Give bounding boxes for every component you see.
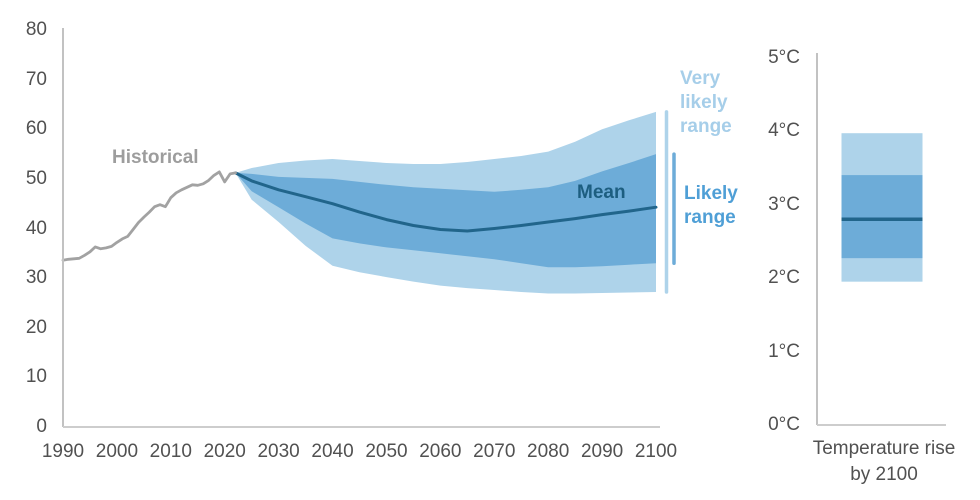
likely-range-label: Likely range bbox=[684, 183, 738, 228]
x-tick-label: 2010 bbox=[149, 441, 192, 462]
x-tick-label: 2000 bbox=[95, 441, 139, 462]
mean-projection-line bbox=[234, 171, 658, 233]
y-tick-label: 30 bbox=[25, 267, 47, 289]
mean-label: Mean bbox=[577, 182, 626, 203]
very-likely-range-label: Very likely range bbox=[680, 68, 732, 137]
x-tick-label: 2030 bbox=[257, 441, 300, 462]
x-tick-label: 2100 bbox=[634, 441, 678, 462]
temp-axis-title: Temperature rise by 2100 bbox=[812, 438, 956, 485]
temp-tick-label: 1°C bbox=[768, 340, 800, 362]
x-tick-label: 2040 bbox=[311, 441, 354, 462]
temp-tick-label: 2°C bbox=[768, 267, 800, 288]
y-tick-label: 20 bbox=[25, 316, 47, 338]
y-tick-label: 80 bbox=[25, 19, 47, 40]
y-tick-label: 70 bbox=[25, 68, 47, 90]
y-tick-label: 60 bbox=[25, 118, 47, 140]
y-tick-label: 0 bbox=[36, 416, 47, 437]
x-tick-label: 1990 bbox=[41, 441, 85, 462]
x-tick-label: 2020 bbox=[203, 441, 246, 462]
x-tick-label: 2070 bbox=[473, 441, 516, 462]
y-tick-label: 40 bbox=[25, 217, 47, 239]
likely-range-band bbox=[235, 154, 656, 268]
historical-label: Historical bbox=[112, 147, 199, 168]
x-tick-label: 2080 bbox=[527, 441, 570, 462]
temp-tick-label: 0°C bbox=[768, 414, 800, 435]
y-tick-label: 50 bbox=[25, 167, 47, 189]
temp-tick-label: 5°C bbox=[768, 46, 800, 68]
temp-likely-bar bbox=[841, 175, 923, 259]
temp-tick-label: 4°C bbox=[768, 120, 800, 141]
historical-line bbox=[61, 170, 237, 262]
temp-tick-label: 3°C bbox=[768, 193, 800, 215]
x-tick-label: 2050 bbox=[365, 441, 408, 462]
y-tick-label: 10 bbox=[25, 366, 47, 388]
x-tick-label: 2090 bbox=[580, 441, 624, 462]
x-tick-label: 2060 bbox=[419, 441, 462, 462]
